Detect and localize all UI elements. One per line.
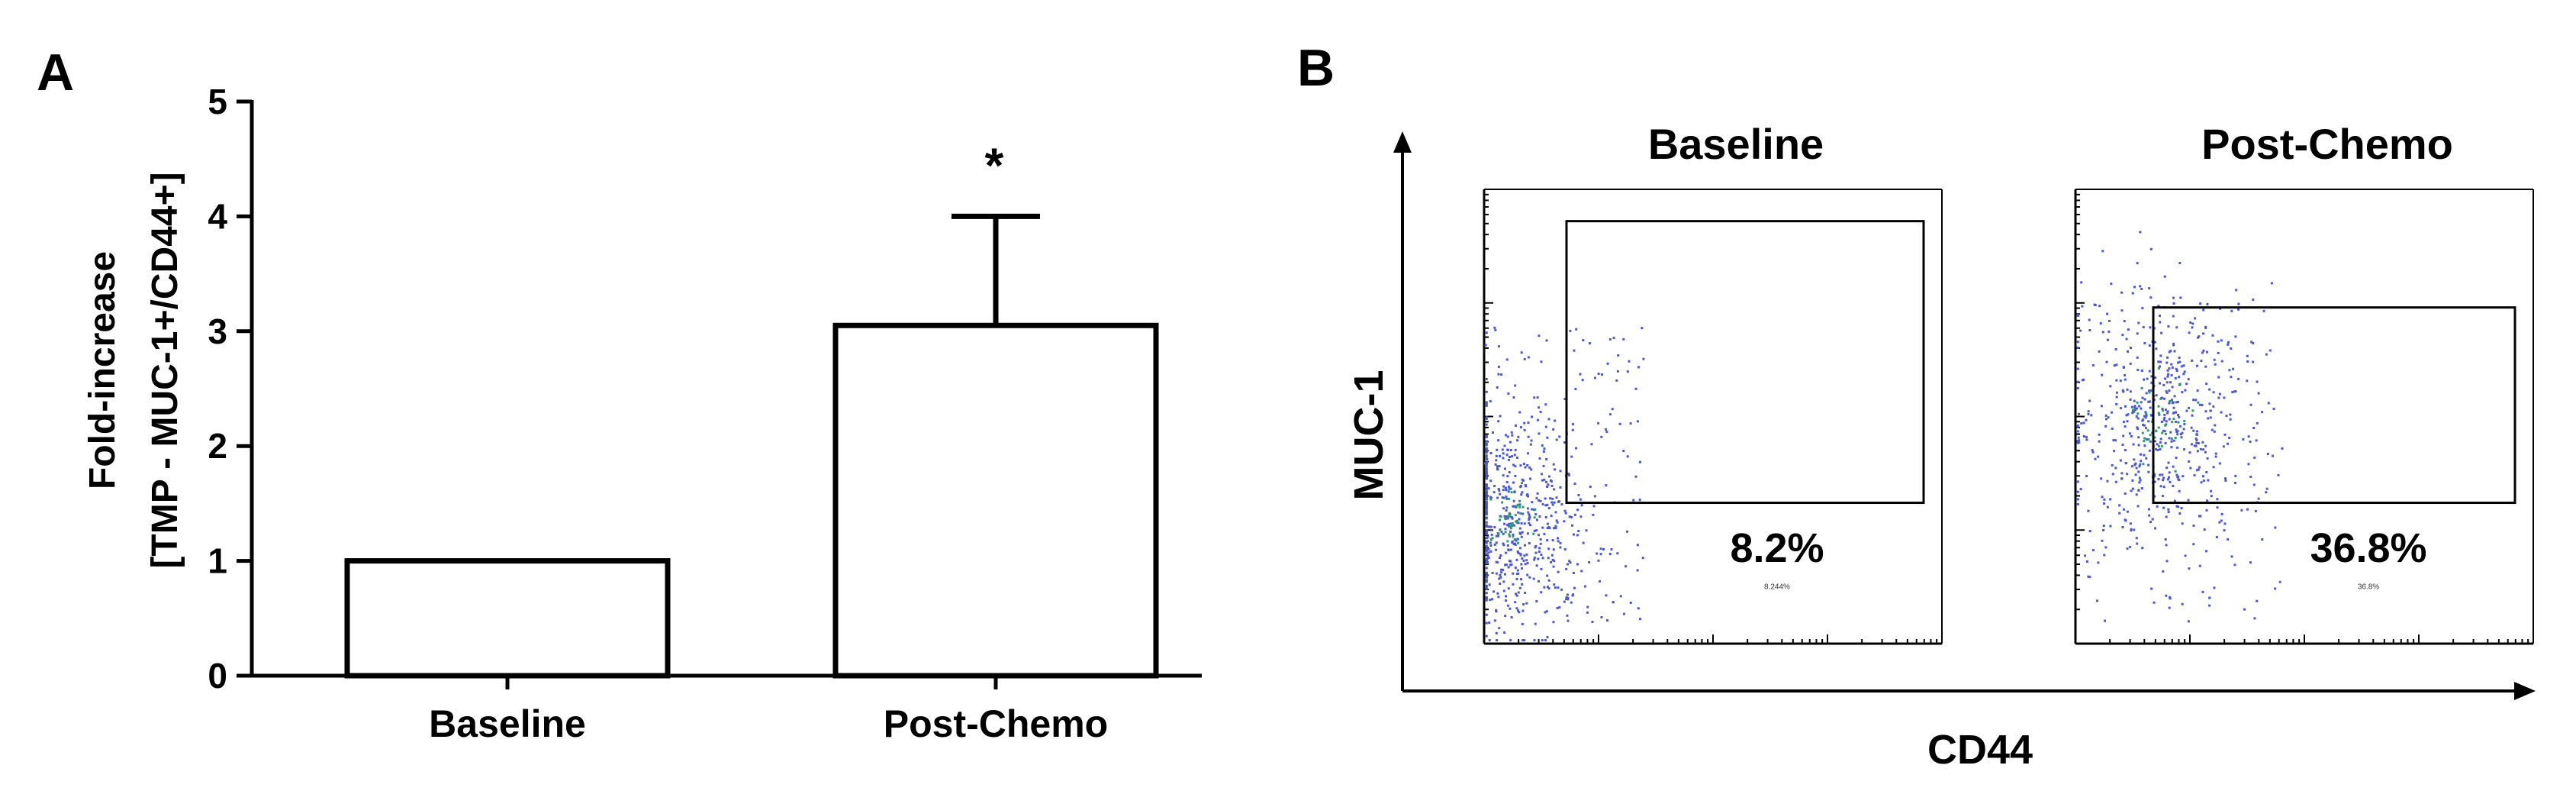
gate-small-label: 8.244%	[1764, 583, 1790, 592]
bar	[344, 558, 671, 679]
dot-plot: Post-Chemo 36.8% 36.8%	[2074, 120, 2534, 645]
panel-b-flow-cytometry: B MUC-1 CD44 Baseline 8.2% 8.244% Post-Chem…	[1297, 39, 2536, 773]
y-tick-label: 3	[208, 312, 227, 351]
x-axis-label-cd44: CD44	[1927, 727, 2033, 773]
gate-rectangle	[1565, 220, 1925, 505]
events	[2076, 231, 2284, 623]
events	[1484, 326, 1645, 642]
y-axis-ticks: 0 1 2 3 4 5	[208, 82, 252, 696]
bar	[832, 322, 1159, 679]
dot-plots: Baseline 8.2% 8.244% Post-Chemo 36.8% 36.8%	[1483, 120, 2534, 645]
panel-a-letter: A	[37, 44, 74, 102]
category-labels: Baseline Post-Chemo	[429, 702, 1108, 745]
dot-plot: Baseline 8.2% 8.244%	[1483, 120, 1943, 645]
y-axis-label-line-2: [TMP - MUC-1+/CD44+]	[145, 172, 185, 568]
axes	[250, 100, 1202, 689]
y-tick-label: 2	[208, 426, 227, 466]
y-tick-label: 4	[208, 196, 227, 236]
y-tick-label: 0	[208, 656, 227, 696]
panel-b-letter: B	[1297, 39, 1335, 97]
plot-ticks	[2075, 193, 2529, 644]
bars: *	[344, 137, 1159, 679]
category-label: Baseline	[429, 702, 586, 745]
gate-percentage: 8.2%	[1730, 525, 1824, 571]
y-axis-label-muc1: MUC-1	[1346, 370, 1392, 501]
plot-ticks	[1483, 193, 1938, 644]
dot-plot-title: Post-Chemo	[2201, 120, 2453, 168]
significance-marker: *	[985, 137, 1004, 192]
x-axis-arrow-head	[2514, 682, 2536, 700]
category-label: Post-Chemo	[884, 702, 1108, 745]
gate-small-label: 36.8%	[2358, 583, 2379, 592]
y-axis-label-line-1: Fold-increase	[82, 251, 123, 489]
panel-a-bar-chart: A 0 1 2 3 4 5 * Baseline Post-Chemo Fold-incre…	[37, 44, 1202, 745]
dot-plot-title: Baseline	[1648, 120, 1824, 168]
y-tick-label: 5	[208, 82, 227, 121]
gate-percentage: 36.8%	[2310, 525, 2426, 571]
y-tick-label: 1	[208, 541, 227, 581]
y-axis-arrow-head	[1393, 131, 1412, 153]
gate-rectangle	[2152, 306, 2516, 505]
